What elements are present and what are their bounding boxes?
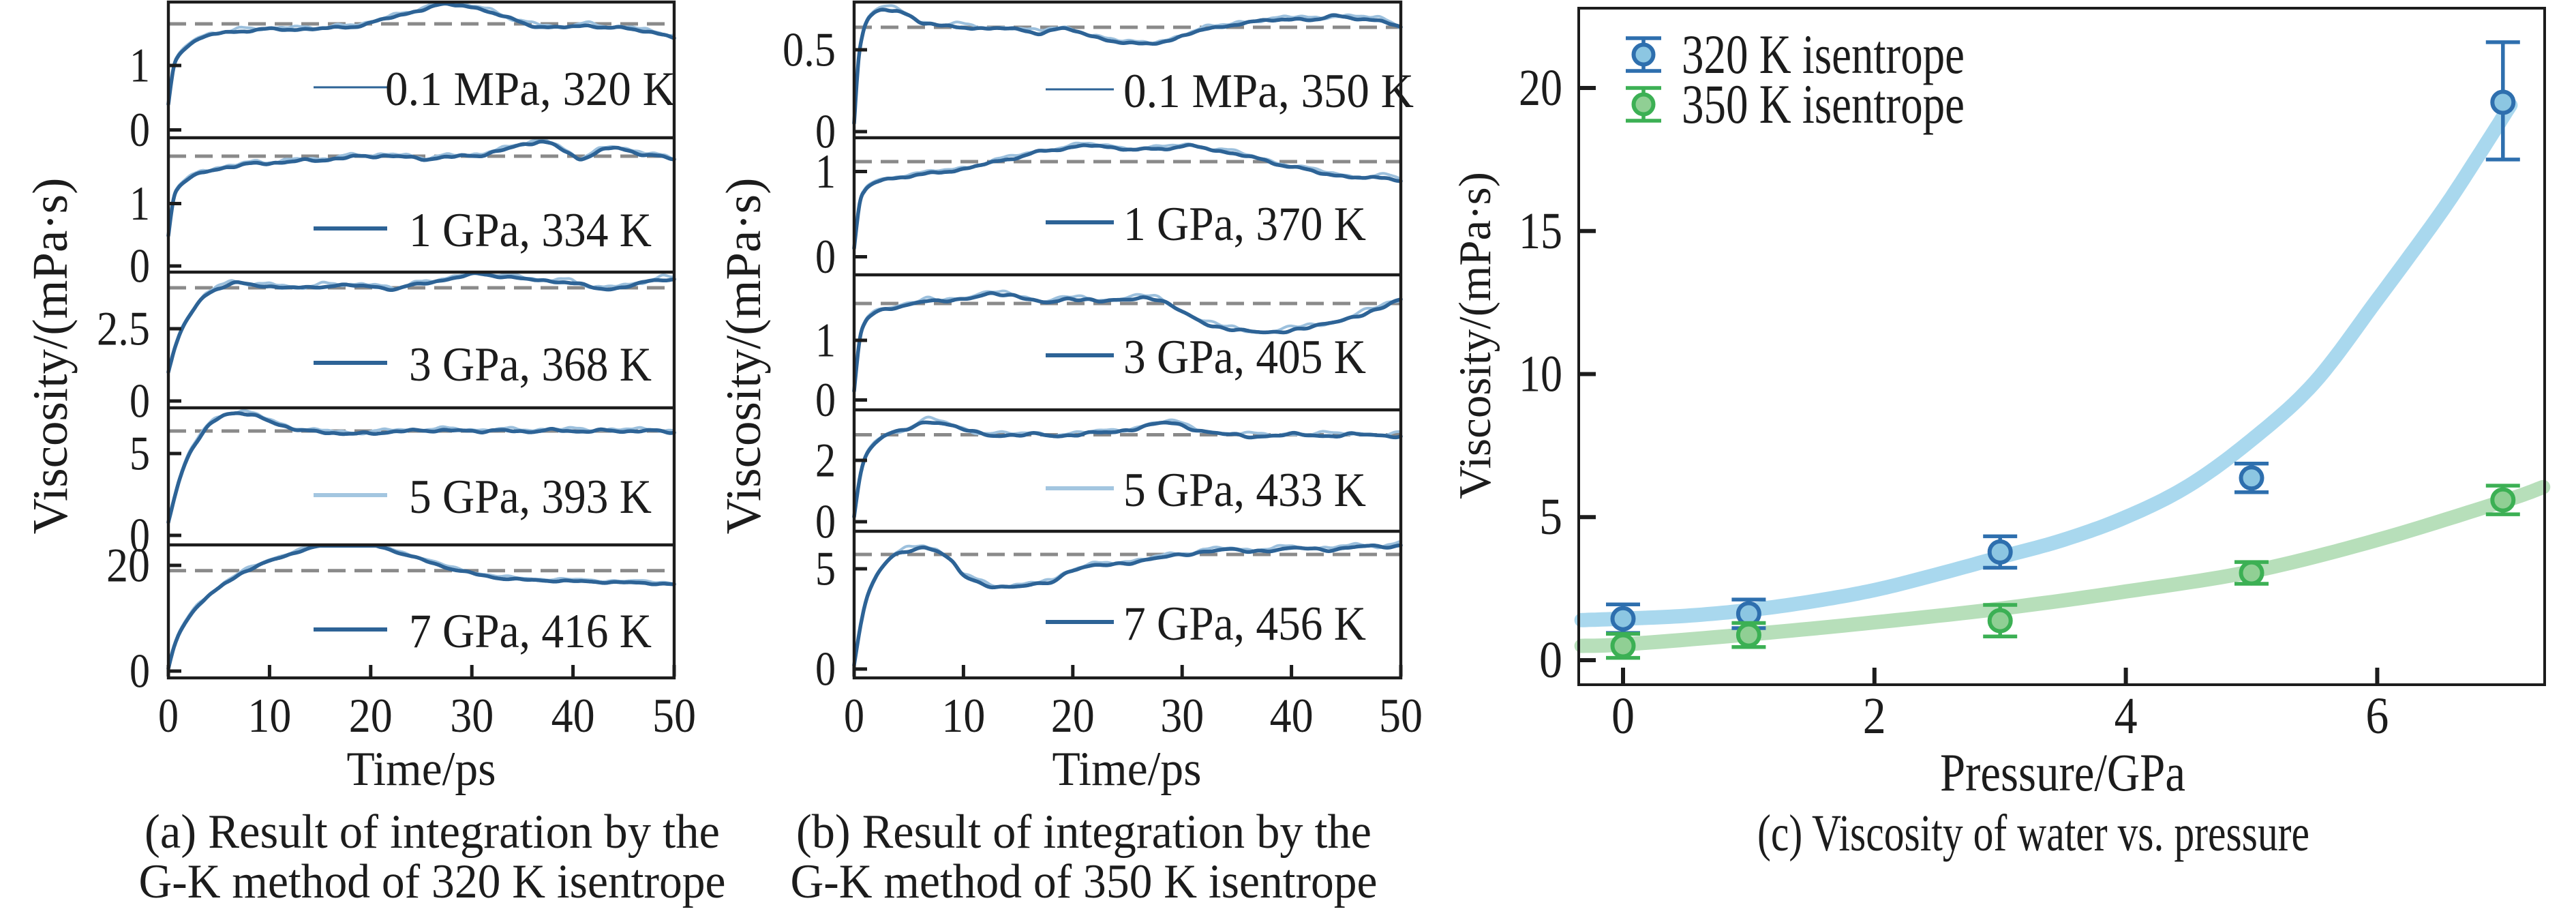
svg-text:1: 1 xyxy=(130,177,150,231)
svg-text:320 K isentrope: 320 K isentrope xyxy=(1682,23,1965,85)
svg-text:1 GPa, 334 K: 1 GPa, 334 K xyxy=(409,204,652,257)
svg-text:Time/ps: Time/ps xyxy=(347,743,496,796)
svg-text:0.1 MPa, 320 K: 0.1 MPa, 320 K xyxy=(385,63,676,116)
svg-text:Time/ps: Time/ps xyxy=(1052,743,1202,796)
svg-text:0: 0 xyxy=(130,509,150,563)
svg-text:5 GPa, 393 K: 5 GPa, 393 K xyxy=(409,471,652,524)
svg-text:30: 30 xyxy=(450,689,494,743)
svg-text:7 GPa, 456 K: 7 GPa, 456 K xyxy=(1123,597,1366,651)
svg-text:10: 10 xyxy=(247,689,291,743)
svg-text:0: 0 xyxy=(815,106,836,159)
svg-text:5 GPa, 433 K: 5 GPa, 433 K xyxy=(1123,464,1366,517)
svg-text:Viscosity/(mPa·s): Viscosity/(mPa·s) xyxy=(1450,172,1500,499)
svg-text:3 GPa, 368 K: 3 GPa, 368 K xyxy=(409,338,652,391)
svg-text:5: 5 xyxy=(815,543,836,596)
svg-text:3 GPa, 405 K: 3 GPa, 405 K xyxy=(1123,331,1366,384)
svg-text:(c) Viscosity of water vs. pre: (c) Viscosity of water vs. pressure xyxy=(1757,805,2309,862)
svg-text:G-K method of 350 K isentrope: G-K method of 350 K isentrope xyxy=(791,855,1378,908)
svg-text:Viscosity/(mPa·s): Viscosity/(mPa·s) xyxy=(22,178,78,535)
svg-text:0: 0 xyxy=(158,689,179,743)
svg-text:50: 50 xyxy=(1379,689,1423,743)
svg-text:2.5: 2.5 xyxy=(97,303,150,356)
svg-text:20: 20 xyxy=(1519,59,1562,117)
svg-text:0: 0 xyxy=(130,104,150,157)
svg-text:5: 5 xyxy=(130,428,150,481)
svg-text:20: 20 xyxy=(1051,689,1095,743)
svg-text:G-K method of 320 K isentrope: G-K method of 320 K isentrope xyxy=(139,855,726,908)
svg-text:0.5: 0.5 xyxy=(783,24,836,77)
svg-text:1 GPa, 370 K: 1 GPa, 370 K xyxy=(1123,198,1366,251)
svg-text:0.1 MPa, 350 K: 0.1 MPa, 350 K xyxy=(1123,65,1414,118)
svg-text:0: 0 xyxy=(815,496,836,549)
svg-text:0: 0 xyxy=(130,240,150,293)
svg-text:0: 0 xyxy=(815,374,836,427)
svg-text:0: 0 xyxy=(815,643,836,696)
svg-text:2: 2 xyxy=(815,434,836,488)
svg-text:30: 30 xyxy=(1160,689,1204,743)
svg-text:Viscosity/(mPa·s): Viscosity/(mPa·s) xyxy=(716,178,771,535)
svg-text:20: 20 xyxy=(349,689,393,743)
svg-text:350 K isentrope: 350 K isentrope xyxy=(1682,73,1965,135)
svg-text:1: 1 xyxy=(815,314,836,368)
svg-text:0: 0 xyxy=(844,689,864,743)
svg-text:0: 0 xyxy=(1611,687,1635,745)
svg-text:50: 50 xyxy=(652,689,696,743)
svg-text:4: 4 xyxy=(2115,687,2138,745)
svg-text:2: 2 xyxy=(1863,687,1886,745)
svg-text:40: 40 xyxy=(551,689,595,743)
svg-text:40: 40 xyxy=(1270,689,1314,743)
svg-text:0: 0 xyxy=(815,231,836,284)
svg-text:5: 5 xyxy=(1539,488,1562,546)
svg-text:1: 1 xyxy=(130,40,150,93)
svg-text:20: 20 xyxy=(106,539,150,593)
svg-text:0: 0 xyxy=(1539,632,1562,689)
svg-text:(a) Result of integration by t: (a) Result of integration by the xyxy=(145,805,720,859)
svg-text:0: 0 xyxy=(130,645,150,698)
svg-text:(b) Result of integration by t: (b) Result of integration by the xyxy=(796,805,1372,859)
svg-text:7 GPa, 416 K: 7 GPa, 416 K xyxy=(409,605,652,658)
svg-text:1: 1 xyxy=(815,145,836,198)
svg-text:0: 0 xyxy=(130,375,150,428)
svg-text:Pressure/GPa: Pressure/GPa xyxy=(1940,743,2185,802)
svg-text:10: 10 xyxy=(941,689,985,743)
svg-text:15: 15 xyxy=(1519,203,1562,260)
svg-text:10: 10 xyxy=(1519,346,1562,403)
svg-text:6: 6 xyxy=(2365,687,2389,745)
